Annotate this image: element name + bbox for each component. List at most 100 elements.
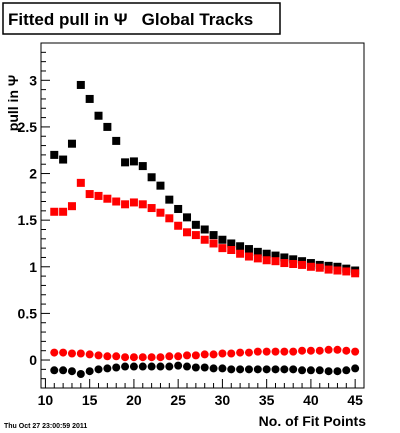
data-point-square xyxy=(59,207,68,216)
data-point-circle xyxy=(183,351,192,360)
data-point-square xyxy=(129,198,138,207)
data-point-square xyxy=(50,207,59,216)
data-point-circle xyxy=(324,345,333,354)
data-point-square xyxy=(76,80,85,89)
data-point-square xyxy=(165,195,174,204)
data-point-circle xyxy=(129,353,138,362)
y-tick-label: 0.5 xyxy=(18,305,38,321)
data-point-square xyxy=(50,150,59,159)
data-point-circle xyxy=(59,366,68,375)
data-point-circle xyxy=(280,347,289,356)
data-point-circle xyxy=(200,350,209,359)
data-point-square xyxy=(174,221,183,230)
chart-title: Fitted pull in Ψ Global Tracks xyxy=(8,10,253,29)
data-point-circle xyxy=(315,346,324,355)
data-point-square xyxy=(147,173,156,182)
data-point-square xyxy=(147,204,156,213)
data-point-square xyxy=(103,194,112,203)
data-point-square xyxy=(59,155,68,164)
data-point-circle xyxy=(85,367,94,376)
data-point-circle xyxy=(324,367,333,376)
x-tick-label: 25 xyxy=(170,392,186,408)
x-tick-label: 20 xyxy=(126,392,142,408)
data-point-square xyxy=(85,190,94,199)
data-point-square xyxy=(200,235,209,244)
data-point-circle xyxy=(165,362,174,371)
data-point-circle xyxy=(50,366,59,375)
data-point-square xyxy=(94,191,103,200)
data-point-circle xyxy=(298,346,307,355)
timestamp-label: Thu Oct 27 23:00:59 2011 xyxy=(4,423,87,430)
data-point-circle xyxy=(67,367,76,376)
data-point-circle xyxy=(183,362,192,371)
data-point-square xyxy=(183,228,192,237)
data-point-circle xyxy=(306,366,315,375)
x-tick-label: 35 xyxy=(259,392,275,408)
x-tick-label: 40 xyxy=(303,392,319,408)
data-point-square xyxy=(253,254,262,263)
data-point-circle xyxy=(342,346,351,355)
x-tick-labels: 10 15 20 25 30 35 40 45 xyxy=(38,392,364,408)
data-point-circle xyxy=(147,362,156,371)
y-tick-label: 2 xyxy=(29,166,37,182)
data-point-circle xyxy=(209,350,218,359)
data-point-square xyxy=(280,259,289,268)
data-point-square xyxy=(289,259,298,268)
data-point-circle xyxy=(156,353,165,362)
data-point-circle xyxy=(227,349,236,358)
data-point-square xyxy=(183,213,192,222)
data-point-circle xyxy=(138,353,147,362)
data-point-square xyxy=(218,244,227,253)
data-point-circle xyxy=(112,363,121,372)
data-point-square xyxy=(244,252,253,261)
data-point-circle xyxy=(112,352,121,361)
data-point-square xyxy=(200,225,209,234)
data-point-circle xyxy=(121,362,130,371)
data-point-square xyxy=(262,256,271,265)
y-tick-label: 1.5 xyxy=(18,212,38,228)
data-point-square xyxy=(262,249,271,258)
title-box-frame xyxy=(2,2,281,35)
data-point-circle xyxy=(262,365,271,374)
data-point-square xyxy=(289,255,298,264)
data-point-circle xyxy=(50,348,59,357)
data-point-circle xyxy=(298,366,307,375)
y-tick-label: 1 xyxy=(29,259,37,275)
data-point-square xyxy=(244,245,253,254)
data-point-square xyxy=(306,262,315,271)
data-point-circle xyxy=(76,349,85,358)
data-point-circle xyxy=(103,352,112,361)
data-point-circle xyxy=(121,353,130,362)
data-point-circle xyxy=(244,365,253,374)
data-point-circle xyxy=(103,364,112,373)
data-point-square xyxy=(156,181,165,190)
y-tick-labels: 0 0.5 1 1.5 2 2.5 3 xyxy=(18,72,38,368)
data-point-square xyxy=(324,265,333,274)
data-point-circle xyxy=(67,349,76,358)
data-point-circle xyxy=(333,345,342,354)
data-point-square xyxy=(253,247,262,256)
chart-title-box: Fitted pull in Ψ Global Tracks xyxy=(2,2,281,35)
data-point-circle xyxy=(191,363,200,372)
data-point-circle xyxy=(262,347,271,356)
x-tick-label: 30 xyxy=(215,392,231,408)
data-point-circle xyxy=(147,353,156,362)
data-point-square xyxy=(236,249,245,258)
data-point-circle xyxy=(333,367,342,376)
data-point-square xyxy=(174,204,183,213)
data-point-square xyxy=(342,267,351,276)
data-point-circle xyxy=(191,351,200,360)
y-tick-label: 3 xyxy=(29,72,37,88)
data-point-circle xyxy=(244,348,253,357)
data-markers xyxy=(50,80,360,379)
data-point-circle xyxy=(271,347,280,356)
data-point-circle xyxy=(342,366,351,375)
data-point-circle xyxy=(138,362,147,371)
data-point-square xyxy=(333,266,342,275)
data-point-square xyxy=(112,136,121,145)
data-point-circle xyxy=(218,364,227,373)
data-point-square xyxy=(227,239,236,248)
data-point-circle xyxy=(236,348,245,357)
data-point-circle xyxy=(85,350,94,359)
data-point-square xyxy=(76,178,85,187)
